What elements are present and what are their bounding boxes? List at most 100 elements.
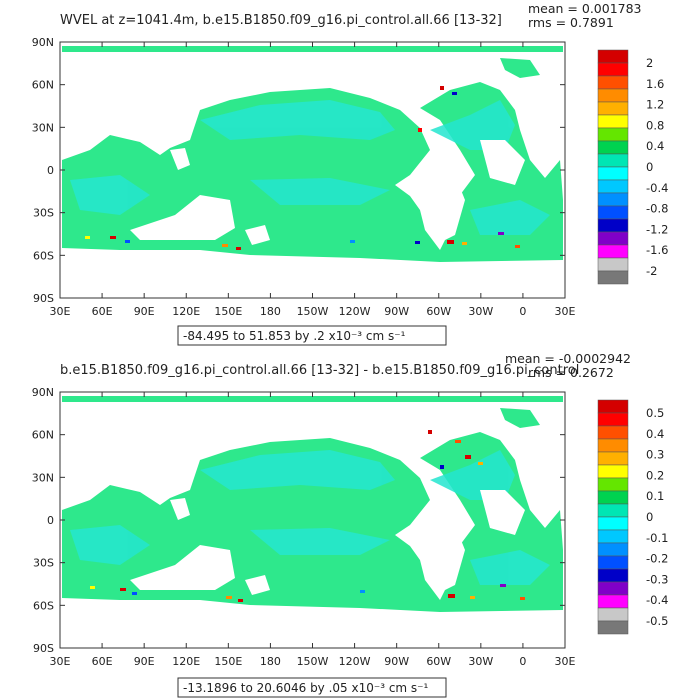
mean-stat: mean = -0.0002942 (505, 351, 631, 366)
lon-tick-label: 60W (426, 305, 451, 318)
lat-tick-label: 30S (33, 557, 54, 570)
colorbar-swatch (597, 114, 629, 129)
colorbar-label: 0.8 (646, 118, 664, 132)
colorbar-swatch (597, 607, 629, 622)
colorbar-label: -1.6 (646, 243, 668, 257)
lat-axis: 90N 60N 30N 0 30S 60S 90S (32, 36, 565, 305)
ocean-cyan-band (70, 450, 550, 585)
colorbar-label: -0.4 (646, 181, 668, 195)
lat-tick-label: 0 (47, 514, 54, 527)
colorbar-swatch (597, 205, 629, 220)
colorbar-swatch (597, 179, 629, 194)
colorbar-label: -0.8 (646, 202, 668, 216)
lon-tick-label: 90W (384, 305, 409, 318)
colorbar-swatch (597, 127, 629, 142)
panel-title: WVEL at z=1041.4m, b.e15.B1850.f09_g16.p… (60, 13, 502, 28)
colorbar-swatch (597, 101, 629, 116)
colorbar-label: 0.5 (646, 406, 664, 420)
map-frame (59, 391, 566, 649)
land (60, 402, 565, 648)
colorbar-label: 0.4 (646, 139, 664, 153)
colorbar-label: -1.2 (646, 222, 668, 236)
colorbar-swatch (597, 399, 629, 414)
speckles (90, 430, 525, 602)
lat-tick-label: 90S (33, 642, 54, 655)
colorbar-label: 0.1 (646, 489, 664, 503)
colorbar-label: 0 (646, 160, 653, 174)
colorbar-swatch (597, 438, 629, 453)
lon-tick-label: 180 (260, 305, 281, 318)
colorbar-swatch (597, 477, 629, 492)
lon-tick-label: 30W (468, 305, 493, 318)
colorbar-swatch (597, 620, 629, 635)
lon-tick-label: 150W (297, 655, 329, 668)
lon-tick-label: 0 (519, 305, 526, 318)
colorbar-label: -0.2 (646, 552, 668, 566)
lat-tick-label: 30N (32, 121, 54, 134)
colorbar-swatch (597, 49, 629, 64)
panel-title: b.e15.B1850.f09_g16.pi_control.all.66 [1… (60, 363, 579, 378)
range-note-box: -13.1896 to 20.6046 by .05 x10⁻³ cm s⁻¹ (177, 677, 447, 698)
lon-axis: 30E 60E 90E 120E 150E 180 150W 120W 90W 60W 30W 0 30… (50, 392, 576, 668)
colorbar-swatch (597, 231, 629, 246)
lon-tick-label: 90E (134, 655, 155, 668)
lon-tick-label: 30E (555, 305, 576, 318)
lon-tick-label: 120W (339, 655, 371, 668)
land (60, 52, 565, 298)
colorbar-label: 0.2 (646, 468, 664, 482)
colorbar-swatch (597, 218, 629, 233)
colorbar-swatch (597, 503, 629, 518)
rms-stat: rms = 0.2672 (528, 365, 614, 380)
colorbar-swatch (597, 516, 629, 531)
lat-tick-label: 60S (33, 249, 54, 262)
lat-tick-label: 30N (32, 471, 54, 484)
speckles (85, 86, 520, 250)
colorbar-swatch (597, 192, 629, 207)
lat-tick-label: 90N (32, 36, 54, 49)
lon-tick-label: 90E (134, 305, 155, 318)
lon-tick-label: 180 (260, 655, 281, 668)
range-note: -13.1896 to 20.6046 by .05 x10⁻³ cm s⁻¹ (183, 681, 429, 695)
lat-tick-label: 90S (33, 292, 54, 305)
lat-tick-label: 60S (33, 599, 54, 612)
lon-tick-label: 30E (555, 655, 576, 668)
colorbar-swatch (597, 75, 629, 90)
colorbar-label: 1.2 (646, 98, 664, 112)
panel-bottom: b.e15.B1850.f09_g16.pi_control.all.66 [1… (32, 351, 668, 698)
lat-tick-label: 30S (33, 207, 54, 220)
colorbar-swatch (597, 542, 629, 557)
colorbar-label: 2 (646, 56, 653, 70)
colorbar-label: -0.3 (646, 572, 668, 586)
colorbar-swatch (597, 140, 629, 155)
colorbar-label: 0 (646, 510, 653, 524)
colorbar-swatch (597, 568, 629, 583)
colorbar-swatch (597, 451, 629, 466)
lon-tick-label: 120W (339, 305, 371, 318)
colorbar-swatch (597, 270, 629, 285)
colorbar-swatch (597, 412, 629, 427)
lon-tick-label: 30E (50, 655, 71, 668)
colorbar-label: -0.4 (646, 593, 668, 607)
colorbar-swatch (597, 490, 629, 505)
lon-tick-label: 30E (50, 305, 71, 318)
colorbar-swatch (597, 581, 629, 596)
lon-tick-label: 90W (384, 655, 409, 668)
colorbar-swatch (597, 62, 629, 77)
lon-tick-label: 120E (172, 655, 200, 668)
lon-tick-label: 30W (468, 655, 493, 668)
colorbar-label: -0.5 (646, 614, 668, 628)
colorbar: 2 1.6 1.2 0.8 0.4 0 -0.4 -0.8 -1.2 -1.6 -2 (597, 49, 668, 285)
lon-tick-label: 120E (172, 305, 200, 318)
panel-top: WVEL at z=1041.4m, b.e15.B1850.f09_g16.p… (32, 1, 668, 346)
mean-stat: mean = 0.001783 (528, 1, 642, 16)
lon-axis: 30E 60E 90E 120E 150E 180 150W 120W 90W 60W 30W 0 30… (50, 42, 576, 318)
lon-tick-label: 0 (519, 655, 526, 668)
lat-axis: 90N 60N 30N 0 30S 60S 90S (32, 386, 565, 655)
map-frame (59, 41, 566, 299)
lon-tick-label: 60E (92, 655, 113, 668)
colorbar-swatch (597, 555, 629, 570)
colorbar-label: 0.4 (646, 427, 664, 441)
lat-tick-label: 0 (47, 164, 54, 177)
colorbar-swatch (597, 153, 629, 168)
lat-tick-label: 60N (32, 79, 54, 92)
